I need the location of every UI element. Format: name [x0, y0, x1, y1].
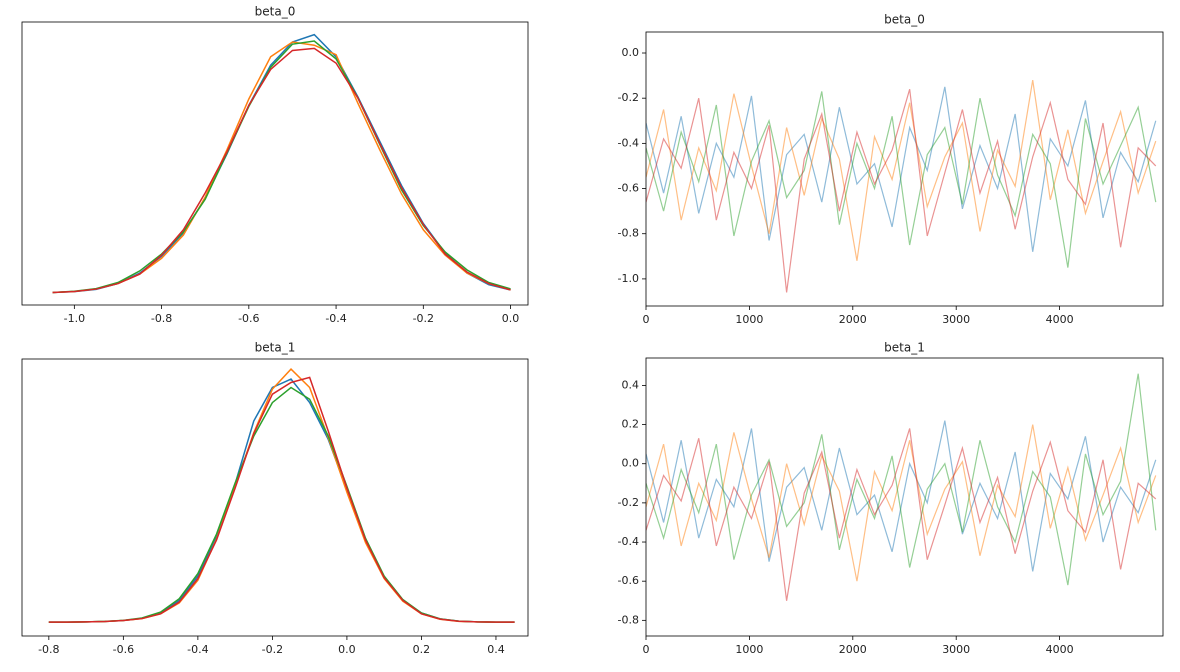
subplot-title: beta_1: [884, 341, 925, 355]
x-tick-label: -0.2: [413, 312, 434, 325]
trace-line: [646, 373, 1157, 586]
x-tick-label: 4000: [1046, 313, 1074, 326]
subplot-title: beta_1: [255, 341, 296, 355]
x-tick-label: 0.0: [338, 643, 356, 656]
y-tick-label: -0.6: [618, 574, 639, 587]
density-line: [52, 41, 511, 294]
trace-line: [646, 420, 1157, 572]
x-tick-label: 2000: [839, 313, 867, 326]
y-tick-label: 0.0: [622, 46, 640, 59]
density-line: [52, 47, 511, 294]
density-line: [48, 378, 515, 623]
x-tick-label: -0.4: [325, 312, 346, 325]
y-tick-label: -0.4: [618, 136, 639, 149]
y-tick-label: 0.0: [622, 457, 640, 470]
y-tick-label: -0.8: [618, 227, 639, 240]
x-tick-label: 3000: [942, 643, 970, 656]
x-tick-label: 1000: [735, 643, 763, 656]
trace-line: [646, 91, 1157, 268]
density-line: [48, 386, 515, 623]
y-tick-label: -0.2: [618, 91, 639, 104]
density-line: [48, 367, 515, 623]
axes-frame: [21, 21, 529, 306]
y-tick-label: -1.0: [618, 272, 639, 285]
y-tick-label: -0.6: [618, 182, 639, 195]
subplot-title: beta_0: [255, 5, 296, 19]
x-tick-label: 0: [643, 643, 650, 656]
trace-line: [646, 80, 1157, 261]
x-tick-label: -0.4: [187, 643, 208, 656]
x-tick-label: 1000: [735, 313, 763, 326]
x-tick-label: -0.2: [262, 643, 283, 656]
subplot-title: beta_0: [884, 13, 925, 27]
x-tick-label: 0: [643, 313, 650, 326]
density-line: [48, 376, 515, 623]
axes-frame: [21, 358, 529, 637]
x-tick-label: -0.8: [38, 643, 59, 656]
y-tick-label: -0.4: [618, 535, 639, 548]
density-line: [52, 40, 511, 294]
x-tick-label: 0.4: [487, 643, 505, 656]
x-tick-label: 3000: [942, 313, 970, 326]
trace-line: [646, 428, 1157, 601]
x-tick-label: 2000: [839, 643, 867, 656]
trace-line: [646, 88, 1157, 293]
x-tick-label: -1.0: [64, 312, 85, 325]
y-tick-label: -0.2: [618, 496, 639, 509]
y-tick-label: -0.8: [618, 613, 639, 626]
density-line: [52, 33, 511, 294]
x-tick-label: -0.6: [113, 643, 134, 656]
x-tick-label: -0.8: [151, 312, 172, 325]
y-tick-label: 0.2: [622, 418, 640, 431]
x-tick-label: 4000: [1046, 643, 1074, 656]
y-tick-label: 0.4: [622, 378, 640, 391]
x-tick-label: 0.0: [502, 312, 520, 325]
x-tick-label: -0.6: [238, 312, 259, 325]
axes-frame: [645, 31, 1164, 307]
axes-frame: [645, 357, 1164, 637]
x-tick-label: 0.2: [413, 643, 431, 656]
trace-line: [646, 424, 1157, 582]
